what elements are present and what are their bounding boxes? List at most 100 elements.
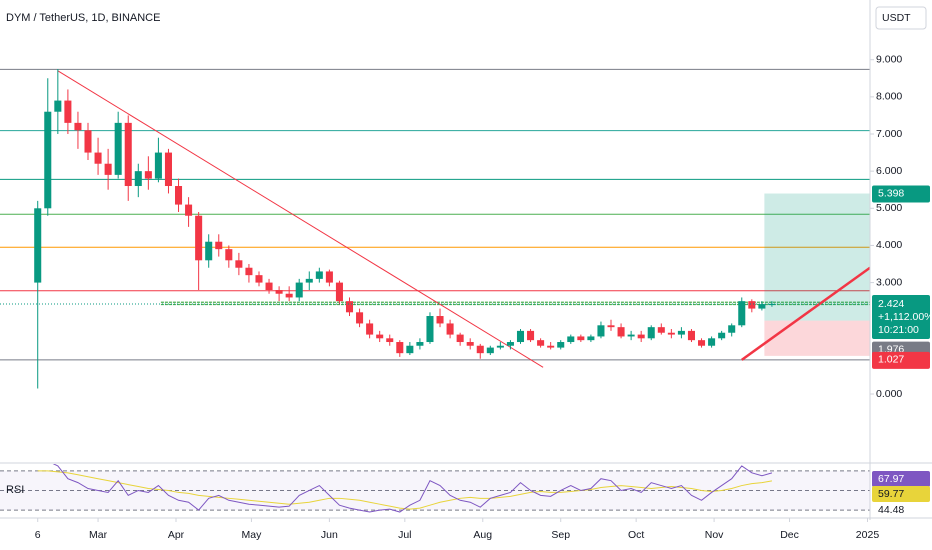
candle-body [748,301,756,309]
candle-body [144,171,152,179]
y-tick-label: 8.000 [876,91,902,103]
candle-body [557,342,565,348]
candle-body [215,241,223,250]
x-tick-label: Sep [551,529,570,541]
candle-body [64,100,72,123]
candle-body [94,152,102,164]
candle-body [426,316,434,343]
candle-body [124,122,132,187]
x-tick-label: Oct [628,529,644,541]
candle-body [718,332,726,339]
candle-body [617,327,625,337]
x-tick-label: Dec [780,529,799,541]
y-tick-label: 0.000 [876,388,902,400]
rsi-ma-label: 59.77 [878,488,904,500]
rsi-line [52,464,773,513]
candle-body [164,152,172,187]
currency[interactable]: USDT [882,12,911,24]
rsi-value-label-bg [872,471,930,487]
candle-body [476,345,484,354]
candle-body [185,204,193,216]
candle-body [104,163,112,175]
x-tick-label: Jul [398,529,411,541]
x-tick-label: 2025 [856,529,880,541]
candle-body [325,271,333,283]
candle-body [698,340,706,346]
price-tag-bg [872,294,930,339]
candle-body [516,330,525,343]
price-pane [0,68,870,389]
x-tick-label: 6 [35,529,41,541]
candle-body [577,336,585,341]
candle-body [627,334,635,337]
candle-body [195,215,203,261]
rsi-value-label: 67.97 [878,473,904,485]
candle-body [265,282,273,291]
trendline [57,70,544,368]
candle-body [245,267,253,276]
price-tag: 2.424 [878,298,904,310]
rsi-axis-label: 44.48 [878,504,904,516]
candle-body [647,327,655,339]
price-change: +1,112.00% [878,311,932,323]
candle-body [44,111,52,209]
candle-body [376,334,384,339]
candle-body [446,323,454,335]
y-tick-label: 5.000 [876,202,902,214]
candle-body [205,241,213,261]
candle-body [728,325,736,333]
x-tick-label: Jun [321,529,338,541]
candle-body [506,342,514,346]
rsi-pane [0,464,870,513]
candle-body [496,345,504,348]
x-tick-label: Apr [168,529,185,541]
target-label-bg [872,185,930,203]
candle-body [285,293,293,298]
candle-body [597,325,605,337]
candle-body [708,338,716,346]
candle-body [154,152,162,179]
candle-body [175,186,183,205]
countdown: 10:21:00 [878,324,919,336]
candle-body [74,122,82,131]
candle-body [667,332,675,335]
candle-body [54,100,62,112]
candle-body [657,327,665,333]
trendline [741,266,870,361]
y-tick-label: 7.000 [876,128,902,140]
candle-body [416,342,424,346]
candle-body [738,301,746,326]
candle-body [235,260,243,268]
candle-body [386,338,394,343]
stop-label-bg [872,351,930,369]
candle-body [396,342,404,354]
candle-body [225,249,233,261]
candle-body [34,208,42,283]
candle-body [547,345,555,348]
x-tick-label: May [242,529,263,541]
rsi-ma-label-bg [872,486,930,502]
candle-body [335,282,343,302]
currency-button[interactable] [875,6,927,30]
candle-body [677,330,685,335]
candle-body [486,347,494,354]
candle-body [114,122,122,175]
candle-body [255,275,263,283]
y-tick-label: 9.000 [876,53,902,65]
candle-body [587,336,595,341]
chart-title: DYM / TetherUS, 1D, BINANCE [6,12,160,24]
candle-body [315,271,323,279]
x-tick-label: Aug [473,529,492,541]
target-label: 5.398 [878,187,904,199]
x-tick-label: Mar [89,529,108,541]
position-target [764,193,870,321]
candle-body [537,340,545,346]
x-tick-label: Nov [705,529,724,541]
candle-body [345,301,354,313]
candle-body [466,342,474,346]
candle-body [758,304,766,309]
y-tick-label: 4.000 [876,239,902,251]
candle-body [687,330,695,341]
